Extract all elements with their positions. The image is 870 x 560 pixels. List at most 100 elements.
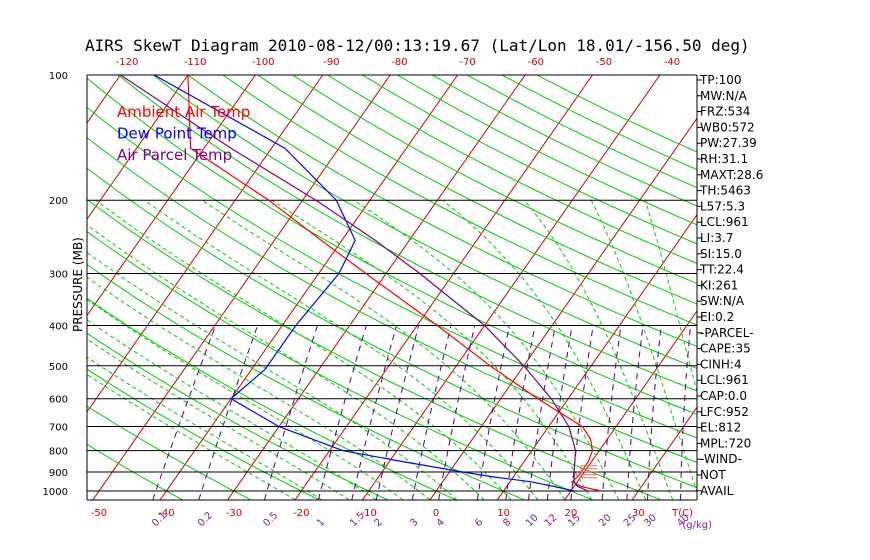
moist-adiabat-line [87,373,296,500]
stats-item: SW:N/A [700,294,745,308]
stats-item: CINH:4 [700,357,742,371]
stats-item: L57:5.3 [700,199,745,213]
dry-adiabat-line [87,443,183,500]
isotherm-line [87,75,256,317]
top-temperature-tick-label: -110 [184,57,207,68]
series-line-air-parcel-temp [120,75,589,492]
moist-adiabat-line [271,199,593,500]
dry-adiabat-line [501,75,697,171]
isotherm-line [87,75,121,124]
legend-entry: Dew Point Temp [117,125,237,143]
stats-item: RH:31.1 [700,152,748,166]
dry-adiabat-line [87,405,251,500]
moist-adiabat-line [353,199,620,500]
isotherm-line [631,406,697,500]
mixing-ratio-line [375,325,420,500]
mixing-ratio-grid [152,325,691,500]
stats-item: LCL:961 [700,373,749,387]
top-temperature-tick-label: -50 [596,57,612,68]
mixing-ratio-line [438,325,476,500]
temperature-axis-bottom: -50 -40 -30 -20 -10 0 10 20 30 T(C)(g/kg) [91,508,712,531]
pressure-tick-label: 500 [49,362,68,373]
pressure-tick-label: 800 [49,447,68,458]
pressure-tick-label: 1000 [43,487,68,498]
pressure-tick-label: 700 [49,423,68,434]
mixing-ratio-line [198,325,259,500]
dry-adiabat-line [87,77,697,415]
mixing-ratio-line [528,325,556,500]
temperature-tick-label: -10 [361,508,377,519]
temperature-tick-label: -20 [293,508,309,519]
isotherm-line [227,75,526,500]
isotherm-line [429,117,697,500]
isotherm-line [0,75,53,500]
moist-adiabat-line [144,199,539,500]
stats-item: -PARCEL- [700,326,754,340]
moist-adiabat-line [201,199,566,500]
isotherm-line [87,75,189,221]
top-temperature-tick-label: -80 [391,57,407,68]
stats-item: TP:100 [699,73,742,87]
chart-title: AIRS SkewT Diagram 2010-08-12/00:13:19.6… [85,36,750,55]
temperature-tick-label: -50 [91,508,107,519]
moist-adiabat-line [87,298,404,500]
pressure-tick-label: 300 [49,269,68,280]
isotherm-line [87,75,324,413]
stats-item: SI:15.0 [700,247,742,261]
mixing-ratio-tick-label: 0.5 [261,510,280,529]
stats-item: TT:22.4 [699,263,744,277]
series-line-ambient-air-temp [187,75,602,492]
temperature-unit-label: T(C) [671,508,693,519]
mixing-ratio-line [626,325,644,500]
moist-adiabat-line [87,251,458,500]
dry-adiabat-line [362,75,697,245]
moist-adiabat-line [95,199,512,500]
temperature-tick-label: 20 [565,508,578,519]
stats-item: EL:812 [700,421,741,435]
moist-adiabat-line [87,338,350,500]
mixing-ratio-line [601,325,622,500]
temperature-axis-top: -120 -110 -100 -90 -80 -70 -60 -50 -40 [116,57,681,68]
stats-item: FRZ:534 [700,105,750,119]
top-temperature-tick-label: -70 [459,57,475,68]
moist-adiabat-line [87,224,485,500]
mixing-ratio-line [317,325,367,500]
pressure-tick-label: 400 [49,321,68,332]
moist-adiabat-line [523,199,674,500]
dry-adiabat-line [87,198,662,500]
mixing-ratio-tick-label: 2 [373,517,385,529]
dry-adiabat-line [87,264,525,500]
isobar-grid [86,74,698,501]
temperature-tick-label: -30 [226,508,242,519]
stats-item: LFC:952 [700,405,749,419]
mixing-ratio-line [570,325,594,500]
moist-adiabat-grid [87,199,697,500]
y-axis-label: PRESSURE (MB) [71,237,85,332]
dry-adiabat-line [87,332,388,500]
wind-marker [579,465,598,479]
stats-item: EI:0.2 [700,310,734,324]
legend: Ambient Air Temp Dew Point Temp Air Parcel… [117,103,250,164]
temperature-tick-label: 30 [632,508,645,519]
moist-adiabat-line [644,200,697,394]
stats-item: PW:27.39 [700,136,757,150]
moist-adiabat-line [442,199,647,500]
mixing-ratio-line [264,325,318,500]
stats-item: MAXT:28.6 [700,168,763,182]
stats-item: CAPE:35 [700,342,751,356]
isotherm-line [159,75,459,500]
mixing-ratio-line [476,325,510,500]
pressure-axis: 100 200 300 400 500 600 700 800 900 1000 [43,71,68,498]
stats-item: WB0:572 [700,120,755,134]
mixing-ratio-line [152,325,217,500]
pressure-tick-label: 600 [49,395,68,406]
stats-item: NOT [700,468,726,482]
isotherm-line [496,213,697,500]
moist-adiabat-line [590,199,697,494]
mixing-ratio-tick-label: 10 [524,512,541,529]
dry-adiabat-line [257,75,697,305]
temperature-tick-label: 10 [497,508,510,519]
stats-item: LCL:961 [700,215,749,229]
